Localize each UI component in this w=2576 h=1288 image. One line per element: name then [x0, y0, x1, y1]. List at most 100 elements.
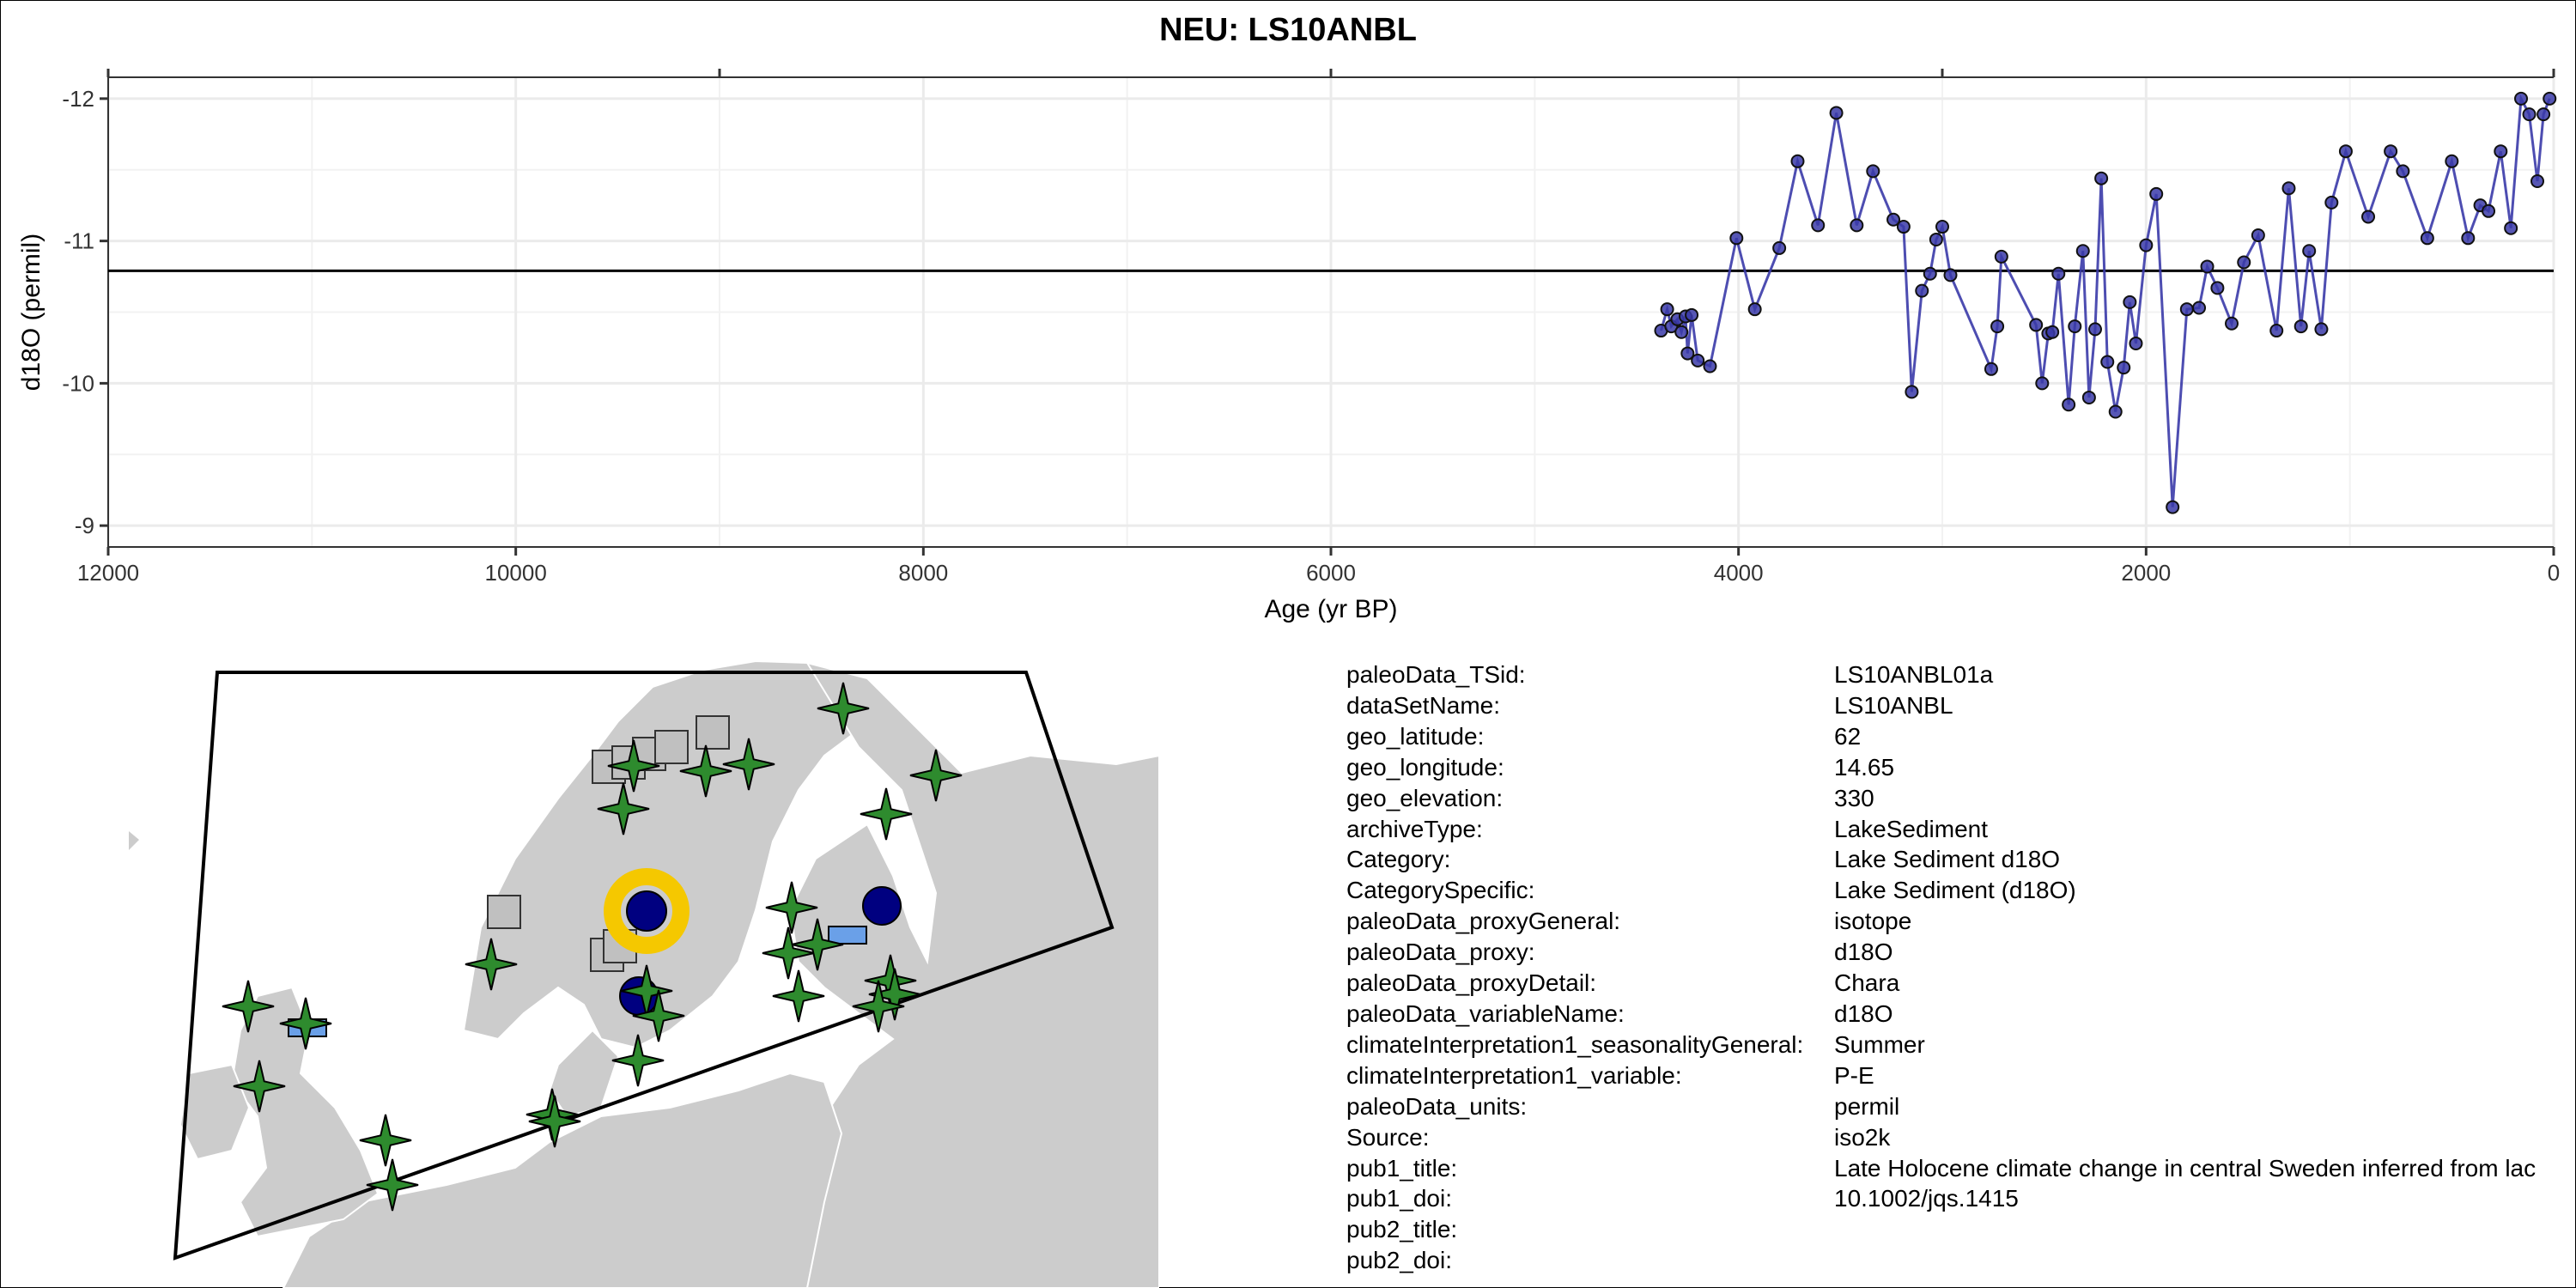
map-land	[129, 659, 1159, 1288]
metadata-key: paleoData_TSid:	[1346, 661, 1526, 688]
data-point	[2302, 244, 2317, 258]
data-point	[1929, 232, 1943, 246]
data-point	[2192, 301, 2207, 315]
metadata-value: permil	[1834, 1092, 1900, 1120]
site-marker-star	[607, 739, 660, 793]
data-point	[2543, 91, 2557, 106]
metadata-row: paleoData_proxy: d18O	[1346, 937, 2576, 968]
data-point	[1866, 164, 1880, 179]
metadata-key: paleoData_units:	[1346, 1092, 1528, 1120]
data-point	[2166, 500, 2180, 514]
data-point	[2200, 259, 2215, 274]
site-marker-star	[279, 997, 332, 1050]
metadata-row: paleoData_proxyDetail: Chara	[1346, 968, 2576, 999]
site-marker-star	[366, 1158, 419, 1212]
site-marker-star	[868, 968, 921, 1021]
metadata-key: archiveType:	[1346, 815, 1483, 842]
metadata-value: Late Holocene climate change in central …	[1834, 1154, 2537, 1182]
data-point	[1990, 319, 2005, 334]
data-point	[2251, 228, 2265, 242]
metadata-key: climateInterpretation1_variable:	[1346, 1061, 1682, 1089]
site-marker-star	[359, 1114, 412, 1167]
site-marker-star	[762, 927, 815, 980]
data-point	[2029, 318, 2044, 332]
metadata-row: archiveType: LakeSediment	[1346, 814, 2576, 845]
metadata-row: pub1_doi: 10.1002/jqs.1415	[1346, 1183, 2576, 1214]
site-marker-star	[465, 938, 518, 991]
metadata-value: Chara	[1834, 969, 1900, 997]
data-point	[1905, 385, 1919, 399]
x-tick-label: 12000	[77, 560, 139, 586]
metadata-value: 14.65	[1834, 753, 1895, 781]
data-point	[2045, 325, 2060, 339]
metadata-value: LakeSediment	[1834, 815, 1989, 842]
data-point	[2384, 144, 2398, 159]
site-marker-star	[860, 787, 913, 841]
data-point	[2522, 107, 2537, 122]
metadata-key: CategorySpecific:	[1346, 877, 1535, 904]
metadata-row: paleoData_TSid: LS10ANBL01a	[1346, 659, 2576, 690]
site-marker-circle	[626, 890, 667, 932]
data-point	[1886, 212, 1901, 227]
data-point	[1674, 325, 1689, 339]
site-marker-square	[487, 895, 521, 929]
data-point	[1850, 218, 1864, 233]
data-point	[2123, 295, 2137, 309]
metadata-value: iso2k	[1834, 1123, 1891, 1151]
y-axis-label: d18O (permil)	[17, 234, 46, 391]
site-marker-star	[765, 881, 818, 934]
data-point	[2361, 210, 2376, 224]
metadata-key: paleoData_proxy:	[1346, 939, 1535, 966]
land-ireland	[179, 1063, 251, 1161]
metadata-value: Lake Sediment d18O	[1834, 846, 2061, 873]
site-marker-star	[909, 749, 963, 802]
data-point	[1680, 346, 1695, 361]
y-tick-label: -11	[64, 228, 94, 254]
metadata-row: pub1_title: Late Holocene climate change …	[1346, 1153, 2576, 1184]
data-point	[1691, 353, 1705, 368]
data-point	[1747, 302, 1762, 317]
data-point	[2504, 221, 2518, 235]
y-tick-label: -9	[75, 513, 94, 538]
data-point	[2129, 336, 2143, 350]
metadata-value: Summer	[1834, 1030, 1925, 1058]
site-marker-square	[696, 715, 730, 750]
metadata-value: 330	[1834, 784, 1874, 811]
land-denmark	[548, 1029, 620, 1118]
data-point	[1915, 283, 1929, 298]
site-marker-circle	[862, 886, 902, 926]
site-marker-star	[817, 682, 870, 735]
data-point	[2094, 171, 2109, 185]
data-point	[2108, 404, 2123, 419]
data-point	[2314, 322, 2329, 337]
site-marker-star	[722, 738, 775, 791]
data-point	[2075, 244, 2090, 258]
data-point	[2281, 181, 2296, 196]
metadata-value: 62	[1834, 722, 1862, 750]
x-tick-label: 10000	[485, 560, 547, 586]
data-point	[1984, 361, 1998, 376]
land-finland-russia	[771, 661, 1159, 1288]
metadata-key: climateInterpretation1_seasonalityGenera…	[1346, 1030, 1804, 1058]
site-marker-star	[597, 782, 650, 835]
data-point	[1994, 249, 2008, 264]
land-central-europe	[282, 1072, 843, 1288]
metadata-row: pub2_doi:	[1346, 1245, 2576, 1276]
data-point	[2237, 255, 2251, 270]
metadata-key: Source:	[1346, 1123, 1430, 1151]
data-point	[2210, 281, 2225, 295]
site-marker-star	[679, 744, 732, 798]
metadata-row: dataSetName: LS10ANBL	[1346, 690, 2576, 721]
data-point	[2445, 154, 2459, 168]
data-point	[2068, 319, 2082, 334]
data-point	[1935, 220, 1949, 234]
data-point	[1811, 218, 1826, 233]
metadata-table: paleoData_TSid: LS10ANBL01a dataSetName: LS…	[1346, 659, 2576, 1286]
site-marker-star	[528, 1095, 581, 1148]
x-tick-label: 0	[2548, 560, 2560, 586]
metadata-key: geo_latitude:	[1346, 722, 1485, 750]
data-point	[2225, 316, 2239, 331]
highlighted-site-ring	[604, 868, 690, 954]
metadata-row: paleoData_units: permil	[1346, 1091, 2576, 1122]
map-sites	[222, 682, 963, 1212]
